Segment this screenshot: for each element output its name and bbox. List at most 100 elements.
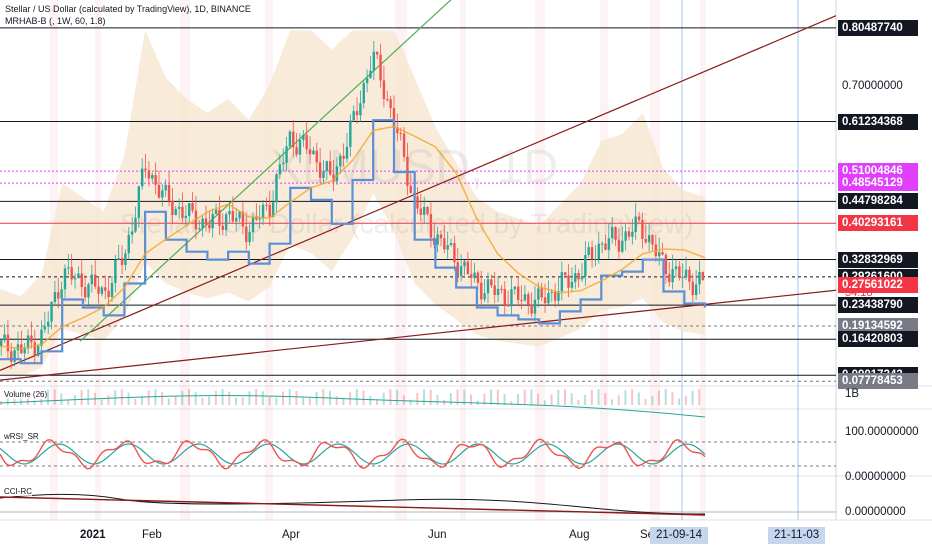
candle-body [470, 274, 473, 279]
candle-body [167, 184, 171, 201]
candle-body [26, 335, 30, 349]
price-tag: 0.32832969 [838, 251, 918, 268]
candle-body [426, 206, 429, 215]
indicator-legend[interactable]: MRHAB-B (, 1W, 60, 1.8) [5, 16, 106, 26]
volume-bar [684, 396, 687, 405]
volume-bar [671, 392, 674, 405]
candle-body [553, 292, 557, 301]
candle-body [218, 209, 221, 226]
volume-bar [194, 391, 197, 405]
cci-pane-label[interactable]: CCI-RC [4, 487, 32, 496]
candle-body [181, 206, 184, 218]
volume-bar [120, 389, 123, 405]
candle-body [564, 272, 567, 276]
candle-body [527, 294, 530, 305]
candle-body [255, 216, 258, 220]
volume-bar [308, 398, 311, 405]
candle-body [325, 161, 329, 172]
time-axis-label: Apr [282, 529, 300, 541]
candle-body [614, 227, 617, 240]
candle-body [80, 273, 83, 288]
candle-body [154, 174, 157, 185]
volume-bar [698, 389, 701, 405]
candle-body [265, 204, 268, 206]
candle-body [617, 239, 621, 252]
candle-body [130, 231, 134, 235]
candle-body [10, 351, 13, 362]
volume-bar [174, 396, 177, 405]
candle-body [335, 166, 339, 182]
candle-body [198, 228, 201, 230]
crosshair-date-tag: 21-09-14 [650, 527, 709, 544]
candle-body [245, 226, 248, 243]
candle-body [399, 133, 402, 135]
candle-body [177, 206, 181, 209]
volume-bar [543, 400, 546, 405]
volume-bar [523, 389, 526, 405]
candle-body [637, 216, 641, 220]
candle-body [144, 168, 147, 171]
candle-body [295, 147, 298, 155]
volume-bar [33, 400, 36, 405]
candle-body [567, 275, 570, 288]
candle-body [191, 203, 194, 211]
candle-body [258, 218, 261, 220]
future-date-tag: 21-11-03 [768, 527, 826, 544]
volume-bar [436, 394, 439, 405]
candle-body [453, 243, 456, 263]
volume-bar [295, 390, 298, 405]
candle-body [164, 184, 167, 191]
candle-body [235, 218, 238, 222]
mrhab-step-line [0, 119, 707, 365]
candle-body [476, 272, 480, 283]
candle-body [322, 171, 325, 178]
candle-body [611, 227, 614, 239]
volume-bar [161, 392, 164, 405]
price-tag: 0.44798284 [838, 193, 918, 210]
volume-bar [100, 399, 103, 405]
volume-bar [584, 394, 587, 405]
volume-bar [322, 389, 325, 405]
volume-bar [134, 399, 137, 405]
volume-bar [235, 397, 237, 405]
candle-body [584, 255, 587, 277]
candle-body [557, 291, 560, 301]
volume-bar [268, 397, 271, 405]
volume-bar [470, 394, 472, 405]
candle-body [63, 268, 67, 290]
chart-title: Stellar / US Dollar (calculated by Tradi… [5, 4, 251, 14]
volume-bar [402, 395, 405, 405]
volume-bar [597, 389, 600, 405]
candle-body [134, 218, 137, 232]
price-tag: 0.07778453 [838, 373, 918, 390]
candle-body [543, 297, 547, 304]
volume-pane-label[interactable]: Volume (26) [4, 390, 48, 399]
candle-body [624, 231, 627, 241]
candle-body [278, 164, 282, 175]
candle-body [597, 243, 600, 260]
candle-body [496, 288, 500, 296]
volume-bar [644, 398, 647, 405]
candle-body [94, 274, 97, 287]
candle-body [288, 131, 292, 147]
candle-body [490, 279, 493, 286]
volume-bar [376, 399, 378, 405]
candle-body [517, 286, 520, 300]
candle-body [594, 259, 597, 261]
candle-body [305, 134, 308, 150]
candle-body [480, 282, 483, 300]
candle-body [298, 140, 302, 155]
cci-trend-line [0, 496, 706, 516]
volume-bar [228, 391, 231, 405]
candle-body [694, 284, 698, 296]
candle-body [329, 161, 332, 175]
candle-body [500, 288, 503, 290]
candle-body [577, 273, 580, 280]
candle-body [117, 258, 120, 260]
wrsi-pane-label[interactable]: wRSI_SR [4, 432, 39, 441]
candle-body [510, 289, 513, 307]
candle-body [151, 174, 154, 179]
candle-body [365, 78, 369, 84]
